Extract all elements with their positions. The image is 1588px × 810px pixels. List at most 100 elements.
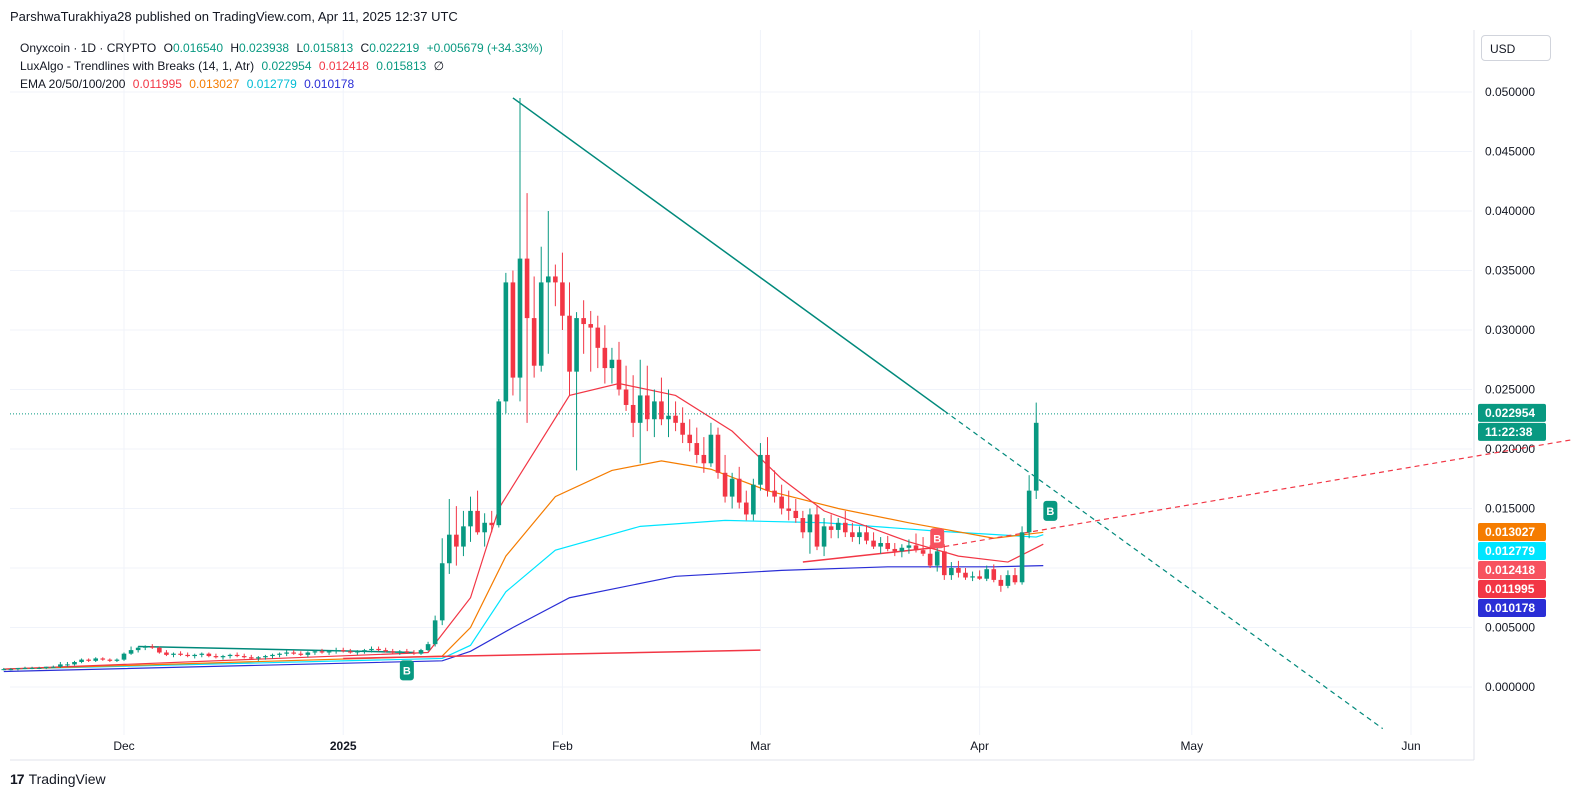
ema50-line	[3, 460, 1044, 670]
candle-body	[510, 282, 516, 378]
candle-body	[347, 651, 353, 653]
ema200-line	[3, 565, 1044, 673]
price-tick-label: 0.000000	[1485, 680, 1535, 694]
trendline-extension	[944, 438, 1574, 548]
legend-indicator-trendlines[interactable]: LuxAlgo - Trendlines with Breaks (14, 1,…	[20, 57, 547, 75]
candle-body	[298, 653, 304, 655]
price-tick-label: 0.050000	[1485, 85, 1535, 99]
indicator-price-label-bg	[1478, 580, 1546, 598]
candle-body	[503, 282, 509, 402]
candle-body	[446, 534, 452, 564]
candle-body	[927, 553, 933, 566]
trendline-extension	[943, 410, 1384, 730]
candle-body	[72, 662, 77, 665]
candle-body	[581, 318, 586, 325]
trendline-support	[343, 649, 761, 660]
candle-body	[736, 478, 742, 503]
candle-body	[616, 359, 622, 390]
price-tick-label: 0.030000	[1485, 323, 1535, 337]
candle-body	[687, 434, 693, 444]
candle-body	[970, 576, 975, 578]
candle-body	[701, 454, 707, 464]
candle-body	[871, 540, 876, 547]
indicator-price-label: 0.012418	[1485, 563, 1535, 577]
candle-body	[963, 572, 968, 578]
candle-body	[411, 652, 417, 654]
candle-body	[821, 526, 827, 547]
countdown-label-bg	[1478, 422, 1546, 441]
candle-body	[149, 646, 155, 648]
candle-body	[984, 569, 990, 579]
candle-body	[263, 656, 268, 658]
candle-body	[22, 667, 28, 669]
indicator-price-label-bg	[1478, 561, 1546, 579]
candle-body	[772, 490, 777, 497]
currency-button[interactable]: USD	[1481, 35, 1551, 61]
candle-body	[326, 651, 332, 653]
indicator-price-label-bg	[1478, 542, 1546, 560]
indicator-value: ∅	[433, 59, 445, 73]
candle-body	[312, 651, 318, 653]
candle-body	[588, 324, 594, 328]
candle-body	[538, 282, 544, 366]
legend-symbol: Onyxcoin · 1D · CRYPTO	[20, 41, 157, 55]
candle-body	[482, 522, 487, 533]
candle-body	[949, 568, 954, 576]
candle-body	[432, 620, 438, 645]
candle-body	[722, 472, 728, 497]
candle-body	[135, 647, 141, 651]
candle-body	[991, 569, 997, 580]
price-tick-label: 0.045000	[1485, 145, 1535, 159]
legend-high: H0.023938	[230, 41, 290, 55]
candle-body	[899, 547, 905, 552]
candle-body	[121, 653, 127, 660]
current-price-label: 0.022954	[1485, 406, 1535, 420]
time-tick-label: Mar	[750, 739, 771, 753]
candle-body	[8, 669, 14, 671]
candle-body	[284, 652, 289, 654]
candle-body	[680, 422, 685, 435]
candle-body	[835, 522, 841, 530]
candle-body	[220, 656, 226, 658]
candle-body	[751, 484, 756, 515]
candle-body	[454, 534, 459, 547]
candle-body	[609, 359, 615, 369]
footer-brand-text: TradingView	[28, 771, 106, 787]
break-marker-label: B	[1046, 506, 1054, 518]
legend-symbol-row[interactable]: Onyxcoin · 1D · CRYPTO O0.016540 H0.0239…	[20, 39, 547, 57]
candle-body	[637, 395, 643, 423]
candle-body	[65, 664, 70, 666]
candle-body	[489, 522, 495, 526]
candle-body	[43, 666, 49, 668]
price-tick-label: 0.005000	[1485, 621, 1535, 635]
candle-body	[241, 656, 247, 658]
candle-body	[305, 652, 311, 655]
candle-body	[524, 258, 530, 319]
legend-indicator-ema[interactable]: EMA 20/50/100/200 0.011995 0.013027 0.01…	[20, 75, 547, 93]
candle-body	[878, 543, 883, 547]
candle-body	[659, 401, 664, 420]
candle-body	[786, 508, 792, 511]
candle-body	[531, 318, 537, 366]
candle-body	[199, 653, 205, 655]
candle-body	[376, 648, 381, 651]
ema100-line	[3, 519, 1044, 670]
legend-close: C0.022219	[360, 41, 420, 55]
time-tick-label: Jun	[1401, 739, 1420, 753]
candle-body	[934, 551, 940, 566]
candle-body	[857, 532, 862, 538]
time-tick-label: 2025	[330, 739, 357, 753]
candle-body	[574, 318, 579, 372]
candle-body	[15, 667, 21, 670]
candle-body	[694, 443, 700, 455]
candle-body	[425, 644, 431, 651]
candle-body	[602, 347, 608, 369]
indicator-price-label: 0.012779	[1485, 544, 1535, 558]
candle-body	[227, 654, 233, 657]
price-tick-label: 0.035000	[1485, 264, 1535, 278]
indicator-price-label-bg	[1478, 599, 1546, 617]
footer-brand[interactable]: 17 TradingView	[10, 771, 106, 787]
candle-body	[369, 648, 374, 651]
candle-body	[729, 478, 735, 497]
